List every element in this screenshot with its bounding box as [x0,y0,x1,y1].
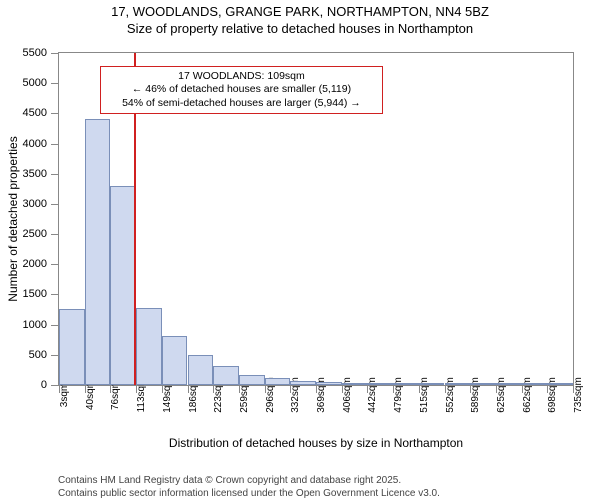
footer-attribution: Contains HM Land Registry data © Crown c… [58,475,440,500]
y-tick-label: 2500 [23,228,47,240]
histogram-bar [265,378,291,385]
y-tick-label: 2000 [23,258,47,270]
x-tick-label: 735sqm [573,377,584,413]
histogram-bar [470,383,496,385]
y-tick-label: 5500 [23,47,47,59]
y-tick [51,234,59,235]
histogram-bar [188,355,214,385]
title-line1: 17, WOODLANDS, GRANGE PARK, NORTHAMPTON,… [0,4,600,21]
y-tick-label: 1500 [23,288,47,300]
histogram-bar [419,383,445,385]
plot-area: Number of detached properties 0500100015… [58,52,574,386]
y-axis-label: Number of detached properties [6,136,20,301]
histogram-bar [85,119,111,385]
x-axis-label: Distribution of detached houses by size … [58,436,574,450]
y-tick-label: 0 [41,379,47,391]
y-tick [51,53,59,54]
histogram-bar [316,382,342,385]
annotation-line3: 54% of semi-detached houses are larger (… [107,97,376,110]
chart-area: Number of detached properties 0500100015… [58,52,574,422]
histogram-bar [162,336,188,385]
y-tick [51,83,59,84]
y-tick [51,325,59,326]
histogram-bar [367,383,393,385]
annotation-line1: 17 WOODLANDS: 109sqm [107,70,376,83]
y-tick-label: 3500 [23,168,47,180]
y-tick [51,385,59,386]
footer-line1: Contains HM Land Registry data © Crown c… [58,475,440,488]
y-tick [51,174,59,175]
histogram-bar [239,375,265,385]
y-tick-label: 4000 [23,138,47,150]
histogram-bar [136,308,162,385]
chart-title: 17, WOODLANDS, GRANGE PARK, NORTHAMPTON,… [0,4,600,38]
histogram-bar [393,383,419,385]
y-tick-label: 4500 [23,107,47,119]
histogram-bar [213,366,239,385]
histogram-bar [342,383,368,385]
histogram-bar [110,186,136,385]
x-tick-label: 3sqm [59,383,70,407]
y-tick-label: 5000 [23,77,47,89]
y-tick-label: 500 [29,349,47,361]
y-tick [51,204,59,205]
y-tick [51,355,59,356]
title-line2: Size of property relative to detached ho… [0,21,600,38]
y-tick [51,144,59,145]
annotation-box: 17 WOODLANDS: 109sqm← 46% of detached ho… [100,66,383,113]
annotation-line2: ← 46% of detached houses are smaller (5,… [107,83,376,96]
y-tick [51,113,59,114]
footer-line2: Contains public sector information licen… [58,488,440,501]
y-tick-label: 1000 [23,319,47,331]
histogram-bar [59,309,85,385]
histogram-bar [547,383,573,385]
histogram-bar [290,381,316,385]
histogram-bar [496,383,522,385]
histogram-bar [522,383,548,385]
y-tick [51,294,59,295]
y-tick [51,264,59,265]
histogram-bar [445,383,471,385]
y-tick-label: 3000 [23,198,47,210]
